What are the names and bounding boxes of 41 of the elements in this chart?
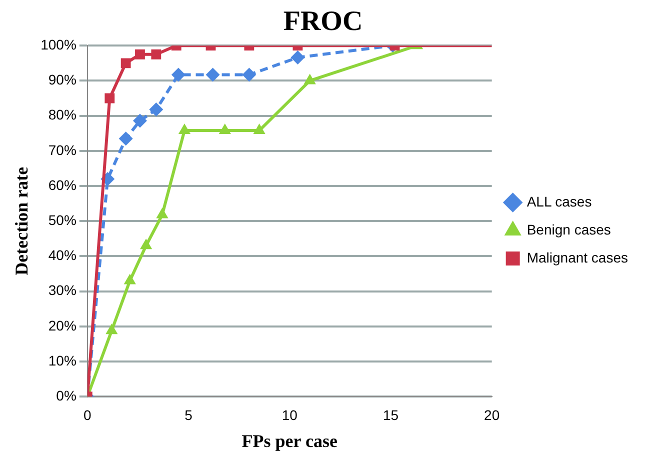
point [106, 324, 118, 334]
point [149, 102, 164, 116]
y-tick-label: 100% [40, 36, 76, 52]
x-axis-title: FPs per case [242, 430, 338, 451]
point [135, 49, 145, 60]
y-tick-label: 70% [48, 142, 76, 158]
point [132, 114, 147, 128]
point [104, 93, 115, 104]
point [290, 50, 305, 65]
y-tick-label: 60% [48, 176, 76, 193]
point [218, 124, 231, 134]
point [304, 74, 316, 84]
point [124, 274, 136, 284]
point [178, 124, 191, 134]
y-tick-label: 10% [48, 352, 76, 368]
point [171, 68, 186, 82]
x-tick-label: 20 [484, 406, 500, 423]
chart-title: FROC [283, 6, 363, 38]
point [151, 49, 162, 60]
y-tick-label: 90% [48, 72, 76, 88]
point [253, 124, 266, 134]
point [156, 208, 168, 218]
point [206, 68, 220, 82]
y-tick-label: 50% [48, 212, 76, 228]
y-tick-label: 0% [56, 387, 76, 404]
x-tick-label: 15 [382, 406, 399, 423]
y-tick-label: 30% [48, 282, 76, 298]
y-tick-label: 40% [48, 247, 76, 264]
point [118, 132, 133, 146]
x-tick-label: 0 [84, 406, 92, 423]
point [140, 238, 152, 250]
legend-label: Benign cases [526, 221, 611, 238]
legend-label: Malignant cases [526, 249, 628, 266]
point [242, 68, 256, 82]
y-axis-title: Detection rate [11, 166, 32, 276]
legend-label: ALL cases [526, 193, 592, 210]
y-tick-label: 20% [48, 317, 76, 334]
x-tick-label: 10 [282, 406, 298, 423]
point [120, 58, 131, 68]
x-tick-label: 5 [184, 406, 193, 423]
y-tick-label: 80% [48, 106, 76, 123]
